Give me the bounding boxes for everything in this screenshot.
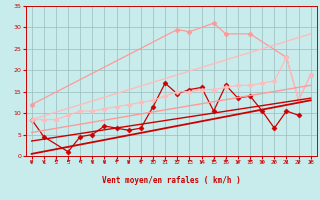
X-axis label: Vent moyen/en rafales ( km/h ): Vent moyen/en rafales ( km/h )	[102, 176, 241, 185]
